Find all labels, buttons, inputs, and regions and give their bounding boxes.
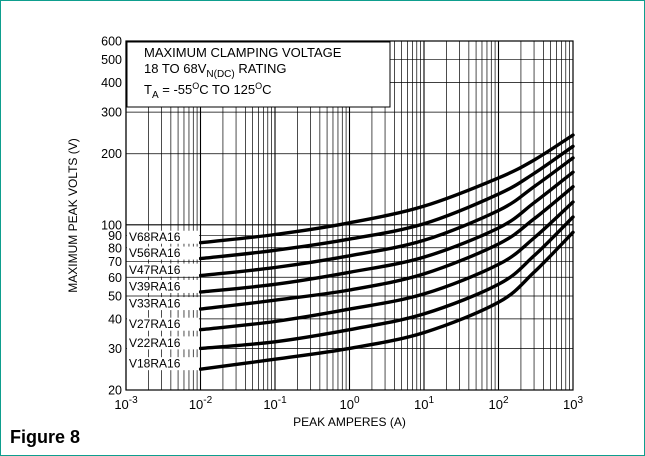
x-tick-exponent: 1	[428, 395, 434, 406]
title-box-frame	[126, 41, 391, 108]
y-tick-label: 100	[101, 218, 122, 232]
curves	[198, 133, 575, 371]
series-line-v22ra16	[198, 215, 575, 351]
chart-title-part: C	[262, 82, 271, 97]
chart-title-part: C TO 125	[199, 82, 255, 97]
figure-caption: Figure 8	[10, 427, 81, 447]
plot-border	[125, 40, 574, 391]
series-label: V68RA16	[129, 230, 181, 244]
y-tick-label: 70	[108, 255, 122, 269]
x-tick-label: 102	[488, 395, 508, 412]
y-tick-label: 300	[101, 106, 122, 120]
x-tick-exponent: -3	[129, 395, 138, 406]
y-tick-label: 30	[108, 342, 122, 356]
series-labels: V68RA16 V56RA16 V47RA16 V39RA16 V33RA16 V27RA…	[127, 230, 199, 371]
series-line-v47ra16	[198, 156, 575, 278]
y-tick-label: 60	[108, 271, 122, 285]
x-tick-base: 10	[563, 397, 577, 412]
x-tick-base: 10	[263, 397, 277, 412]
series-line-v39ra16	[198, 170, 575, 294]
series-label: V56RA16	[129, 246, 181, 260]
x-tick-base: 10	[488, 397, 502, 412]
series-label-bg	[127, 317, 199, 331]
y-tick-label: 500	[101, 53, 122, 67]
series-label-bg	[127, 357, 199, 371]
y-tick-label: 400	[101, 76, 122, 90]
x-tick-exponent: 2	[503, 395, 509, 406]
chart-title-line: TA = -55OC TO 125OC	[144, 81, 272, 101]
y-tick-label: 600	[101, 35, 122, 49]
x-tick-base: 10	[189, 397, 203, 412]
x-tick-label: 10-2	[189, 395, 213, 412]
chart-title-part: N(DC)	[206, 69, 234, 80]
x-tick-exponent: -1	[278, 395, 287, 406]
series-label: V33RA16	[129, 297, 181, 311]
series-label: V27RA16	[129, 317, 181, 331]
x-tick-base: 10	[339, 397, 353, 412]
series-label-bg	[127, 279, 199, 293]
x-tick-exponent: -2	[203, 395, 212, 406]
series-label-bg	[127, 246, 199, 260]
y-tick-label: 20	[108, 384, 122, 398]
y-tick-label: 200	[101, 147, 122, 161]
x-tick-label: 100	[339, 395, 359, 412]
x-tick-label: 10-3	[114, 395, 138, 412]
series-line-v27ra16	[198, 200, 575, 332]
x-tick-exponent: 3	[577, 395, 583, 406]
x-axis-label: PEAK AMPERES (A)	[293, 415, 406, 429]
x-tick-base: 10	[414, 397, 428, 412]
series-label: V18RA16	[129, 357, 181, 371]
y-tick-label: 80	[108, 241, 122, 255]
x-tick-labels: 10-3 10-2 10-1 100 101 102 103	[114, 395, 583, 412]
series-label-bg	[127, 336, 199, 350]
chart-title-part: O	[255, 81, 262, 91]
y-tick-label: 40	[108, 312, 122, 326]
chart-title-part: T	[144, 82, 152, 97]
series-label: V22RA16	[129, 336, 181, 350]
chart-title-part: MAXIMUM CLAMPING VOLTAGE	[144, 45, 342, 60]
x-tick-label: 101	[414, 395, 434, 412]
chart-title-part: = -55	[159, 82, 193, 97]
x-tick-base: 10	[114, 397, 128, 412]
series-label: V39RA16	[129, 279, 181, 293]
x-tick-label: 10-1	[263, 395, 287, 412]
y-axis-label: MAXIMUM PEAK VOLTS (V)	[66, 138, 80, 292]
series-line-v68ra16	[198, 133, 575, 245]
chart-title-line: 18 TO 68VN(DC) RATING	[144, 61, 287, 80]
series-label-bg	[127, 230, 199, 244]
series-label: V47RA16	[129, 263, 181, 277]
series-line-v18ra16	[198, 230, 575, 371]
x-tick-label: 103	[563, 395, 583, 412]
series-line-v56ra16	[198, 144, 575, 261]
chart-title-line: MAXIMUM CLAMPING VOLTAGE	[144, 45, 342, 60]
series-label-bg	[127, 263, 199, 277]
chart-title-part: 18 TO 68V	[144, 61, 207, 76]
series-line-v33ra16	[198, 185, 575, 311]
y-tick-label: 50	[108, 289, 122, 303]
series-label-bg	[127, 297, 199, 311]
chart-title-part: RATING	[235, 61, 287, 76]
chart-title-part: A	[152, 90, 159, 101]
x-tick-exponent: 0	[354, 395, 360, 406]
y-tick-label: 90	[108, 229, 122, 243]
chart-title-part: O	[192, 81, 199, 91]
